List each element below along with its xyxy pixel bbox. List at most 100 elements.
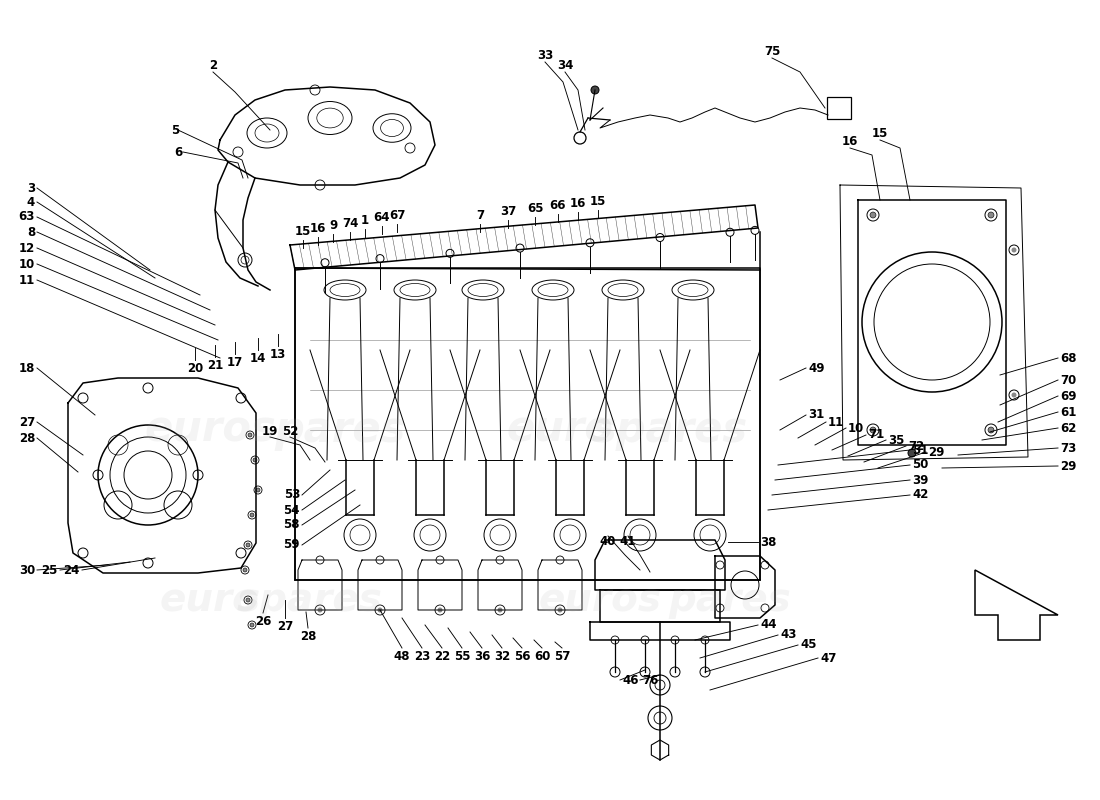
Text: euros: euros [144,409,276,451]
Text: 69: 69 [1060,390,1077,402]
Text: 8: 8 [26,226,35,238]
Circle shape [1012,247,1016,253]
Text: 7: 7 [476,209,484,222]
Text: 40: 40 [600,535,616,548]
Text: 28: 28 [19,431,35,445]
Text: 52: 52 [282,425,298,438]
Text: euro: euro [506,409,614,451]
Text: 2: 2 [209,59,217,72]
Text: 23: 23 [414,650,430,663]
Text: spares: spares [238,581,383,619]
Text: 65: 65 [527,202,543,215]
Text: 71: 71 [868,429,884,442]
Text: 32: 32 [494,650,510,663]
Text: euro: euro [161,581,260,619]
Text: 54: 54 [284,503,300,517]
Text: 29: 29 [928,446,945,458]
Text: 17: 17 [227,356,243,369]
Text: 21: 21 [207,359,223,372]
Text: 56: 56 [514,650,530,663]
Text: 16: 16 [310,222,327,235]
Text: 5: 5 [170,123,179,137]
Circle shape [591,86,600,94]
Text: 36: 36 [474,650,491,663]
Text: 45: 45 [800,638,816,651]
Text: euros: euros [539,581,661,619]
Text: 67: 67 [388,209,405,222]
Text: 30: 30 [19,563,35,577]
Text: 31: 31 [808,409,824,422]
Circle shape [1012,393,1016,398]
Text: 10: 10 [848,422,865,434]
Text: 16: 16 [570,197,586,210]
Text: 64: 64 [374,211,390,224]
Text: 27: 27 [277,620,293,633]
Text: spares: spares [592,409,748,451]
Text: 75: 75 [763,45,780,58]
Text: 72: 72 [908,439,924,453]
Text: 22: 22 [433,650,450,663]
Text: 53: 53 [284,489,300,502]
Circle shape [988,212,994,218]
Text: 34: 34 [557,59,573,72]
Text: 57: 57 [553,650,570,663]
Text: 6: 6 [174,146,183,158]
Circle shape [253,458,257,462]
Circle shape [497,607,503,613]
Text: 58: 58 [284,518,300,531]
Text: 4: 4 [26,195,35,209]
Text: 25: 25 [42,563,58,577]
Text: 15: 15 [295,225,311,238]
Text: 42: 42 [912,489,928,502]
Text: 11: 11 [19,274,35,286]
Text: 20: 20 [187,362,204,375]
Circle shape [438,607,442,613]
Text: 3: 3 [26,182,35,194]
Text: 10: 10 [19,258,35,270]
Text: 41: 41 [619,535,636,548]
Text: 37: 37 [499,205,516,218]
Text: 59: 59 [284,538,300,551]
Text: pares: pares [274,409,406,451]
Text: 15: 15 [872,127,888,140]
Text: 24: 24 [64,563,80,577]
Text: 74: 74 [342,217,359,230]
Text: 51: 51 [912,443,928,457]
Text: 11: 11 [828,415,845,429]
Circle shape [250,623,254,627]
Text: 1: 1 [361,214,370,227]
Text: 16: 16 [842,135,858,148]
Circle shape [988,427,994,433]
Text: 76: 76 [642,674,659,686]
Text: 47: 47 [820,651,836,665]
Text: 38: 38 [760,535,777,549]
Text: 66: 66 [550,199,566,212]
Text: 44: 44 [760,618,777,631]
Circle shape [870,427,876,433]
Text: 12: 12 [19,242,35,254]
Text: 35: 35 [888,434,904,446]
Text: 50: 50 [912,458,928,471]
Text: 19: 19 [262,425,278,438]
Text: 61: 61 [1060,406,1077,418]
Text: 26: 26 [255,615,272,628]
Text: 49: 49 [808,362,825,374]
Text: 60: 60 [534,650,550,663]
Circle shape [246,598,250,602]
Text: 28: 28 [300,630,316,643]
Text: 55: 55 [453,650,471,663]
Polygon shape [975,570,1058,640]
Circle shape [250,513,254,517]
Text: 46: 46 [621,674,638,686]
Circle shape [248,433,252,437]
Text: 39: 39 [912,474,928,486]
Circle shape [870,212,876,218]
Text: 70: 70 [1060,374,1076,386]
Circle shape [377,607,383,613]
Text: 48: 48 [394,650,410,663]
Text: 63: 63 [19,210,35,223]
Circle shape [246,543,250,547]
Circle shape [908,449,916,457]
Text: 15: 15 [590,195,606,208]
Text: 62: 62 [1060,422,1077,434]
